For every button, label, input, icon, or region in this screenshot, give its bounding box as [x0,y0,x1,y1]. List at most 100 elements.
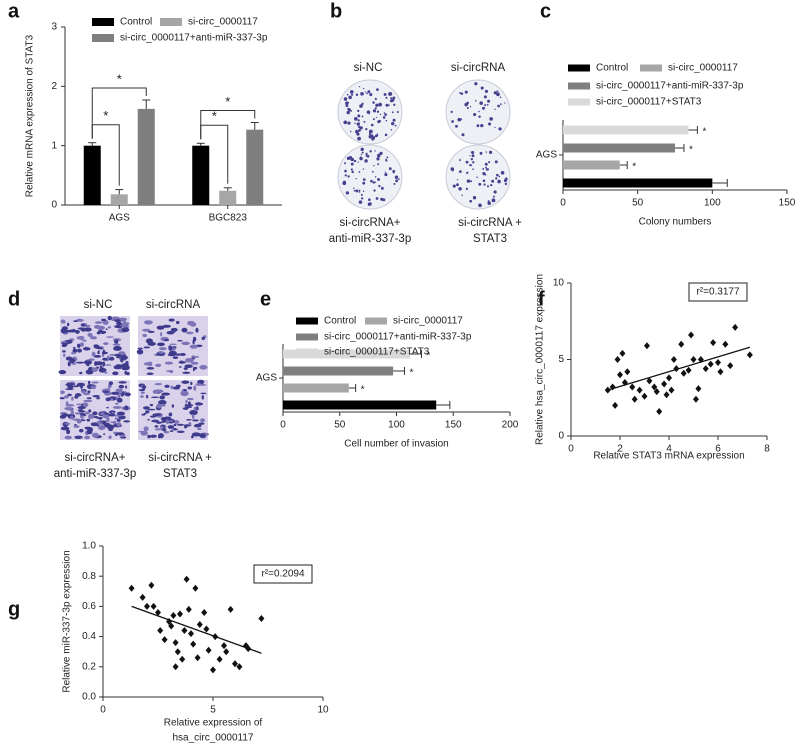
y-tick-label: 2 [51,81,57,92]
colony [498,127,502,131]
colony [478,203,482,208]
point [732,323,739,331]
cell [190,413,197,416]
colony [466,107,469,110]
cell [143,320,153,325]
cell [114,353,121,357]
colony [493,91,497,95]
significance: * [409,368,413,379]
cell [185,404,194,407]
cell [112,371,119,376]
y-tick-label: 0.4 [82,631,96,642]
bar [246,129,264,205]
legend-swatch [296,317,318,325]
point [680,369,687,377]
cell [147,408,156,411]
cell [191,432,201,437]
panel-letter: b [330,0,342,22]
cell [154,428,162,431]
cell [86,418,91,422]
colony [358,191,361,193]
cell [190,361,199,365]
colony [396,111,399,113]
colony [355,189,359,193]
colony [466,171,469,174]
cell [158,351,166,354]
cell [201,336,205,341]
x-tick-label: 150 [445,420,462,431]
y-tick-label: 0.2 [82,661,96,672]
cell [192,339,195,345]
cell [124,405,129,411]
point [690,356,697,363]
cell [92,394,100,398]
cell [87,390,91,393]
y-axis-label: Relative mRNA expression of STAT3 [25,34,36,197]
cell [193,385,197,391]
colony [343,120,348,125]
point [183,575,190,583]
cell [96,397,100,400]
cell [65,388,74,390]
cell [194,366,198,370]
colony [452,184,456,188]
legend-swatch [160,18,182,26]
cell [166,330,175,335]
cell [92,411,98,416]
colony [374,107,377,110]
colony [358,86,361,88]
point [670,356,677,363]
cell [163,430,170,434]
cell [191,414,195,419]
colony [347,107,350,111]
cell [168,345,172,350]
colony [494,126,496,128]
colony [459,92,461,94]
colony [397,178,400,180]
legend-swatch [365,317,387,325]
colony [378,119,381,123]
point [194,654,201,662]
colony [353,187,355,189]
cell [117,323,123,329]
cell [83,399,93,403]
point [181,627,188,635]
cell [196,406,199,411]
colony [351,170,354,174]
point [663,391,670,399]
colony [349,90,354,94]
y-tick-label: 0 [51,200,57,211]
cell [121,322,130,326]
colony [362,87,365,90]
colony [485,166,487,169]
cell [118,381,127,384]
cell [83,339,87,342]
point [688,331,695,339]
x-axis-label: Relative STAT3 mRNA expression [593,451,744,462]
colony [362,190,365,192]
cell [69,358,76,364]
cell [59,397,65,400]
image-caption: anti-miR-337-3p [54,468,136,480]
colony [470,158,474,161]
point [692,395,699,403]
x-tick-label: 50 [334,420,346,431]
colony [357,119,360,122]
colony [347,101,350,104]
point [717,368,724,376]
cell [167,420,174,422]
colony [371,170,374,173]
colony [457,117,462,122]
colony [374,97,377,101]
point [139,593,146,601]
colony [357,161,359,163]
colony [392,118,396,122]
colony [394,175,399,179]
cell [147,418,150,421]
cell [79,342,84,347]
colony [358,189,361,192]
cell [86,363,90,367]
colony [386,156,389,159]
cell [67,384,74,389]
cell [94,361,98,367]
